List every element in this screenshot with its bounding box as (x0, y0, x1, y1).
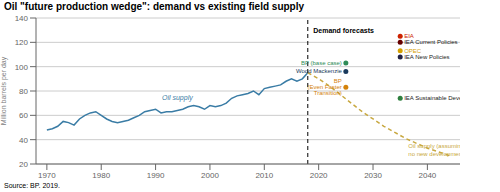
svg-text:Oil supply: Oil supply (162, 94, 193, 102)
svg-text:2030: 2030 (364, 171, 382, 180)
svg-text:IEA Current Policies: IEA Current Policies (404, 39, 457, 45)
svg-text:Demand forecasts: Demand forecasts (313, 27, 374, 34)
svg-text:IEA New Policies: IEA New Policies (404, 54, 449, 60)
svg-text:1980: 1980 (92, 171, 110, 180)
svg-text:120: 120 (15, 38, 29, 47)
svg-text:IEA Sustainable Development: IEA Sustainable Development (404, 95, 460, 101)
svg-text:Oil supply (assumingno new dev: Oil supply (assumingno new development) (408, 143, 460, 157)
svg-text:BP (base case): BP (base case) (301, 60, 342, 66)
svg-text:100: 100 (15, 63, 29, 72)
svg-text:1970: 1970 (38, 171, 56, 180)
svg-text:Million barrels per day: Million barrels per day (0, 56, 8, 125)
svg-text:2040: 2040 (418, 171, 436, 180)
html-text:Oil "future production wedge":: Oil "future production wedge": demand vs… (4, 1, 305, 12)
svg-text:80: 80 (19, 87, 28, 96)
svg-text:1990: 1990 (147, 171, 165, 180)
svg-text:20: 20 (19, 160, 28, 169)
svg-text:Wood Mackenzie: Wood Mackenzie (296, 68, 343, 74)
html-text:Source: BP. 2019.: Source: BP. 2019. (4, 182, 60, 189)
svg-text:60: 60 (19, 111, 28, 120)
svg-text:140: 140 (15, 14, 29, 23)
svg-text:2020: 2020 (310, 171, 328, 180)
svg-text:OPEC: OPEC (404, 47, 422, 54)
svg-text:2000: 2000 (201, 171, 219, 180)
svg-text:40: 40 (19, 136, 28, 145)
svg-text:EIA: EIA (404, 33, 414, 39)
svg-text:BP(Even FasterTransition): BP(Even FasterTransition) (307, 78, 341, 96)
svg-text:2010: 2010 (255, 171, 273, 180)
